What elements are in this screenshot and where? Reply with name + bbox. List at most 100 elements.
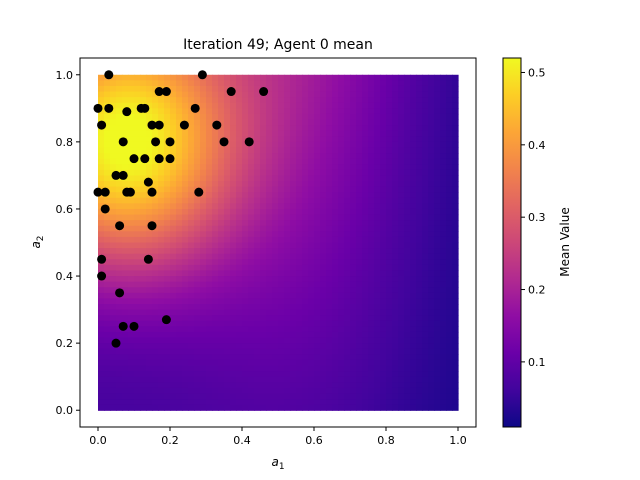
heatmap-cell — [278, 270, 285, 277]
heatmap-cell — [152, 181, 159, 188]
heatmap-cell — [272, 164, 279, 171]
heatmap-cell — [200, 80, 207, 87]
heatmap-cell — [158, 130, 165, 137]
heatmap-cell — [284, 85, 291, 93]
heatmap-cell — [362, 387, 369, 395]
heatmap-cell — [116, 399, 123, 406]
heatmap-cell — [386, 74, 393, 81]
heatmap-cell — [386, 80, 393, 87]
heatmap-cell — [392, 136, 399, 143]
heatmap-cell — [212, 309, 219, 316]
heatmap-cell — [110, 147, 117, 154]
heatmap-cell — [416, 242, 423, 249]
heatmap-cell — [356, 304, 363, 311]
heatmap-cell — [290, 259, 297, 266]
heatmap-cell — [278, 74, 285, 81]
heatmap-cell — [152, 242, 159, 249]
heatmap-cell — [266, 175, 273, 182]
heatmap-cell — [434, 113, 441, 121]
heatmap-cell — [386, 119, 393, 126]
heatmap-cell — [362, 382, 369, 389]
heatmap-cell — [308, 102, 315, 109]
heatmap-cell — [440, 74, 447, 81]
heatmap-cell — [374, 376, 381, 383]
heatmap-cell — [434, 186, 441, 193]
heatmap-cell — [422, 259, 429, 266]
heatmap-cell — [290, 231, 297, 238]
heatmap-cell — [140, 236, 147, 244]
heatmap-cell — [368, 74, 375, 81]
heatmap-cell — [344, 186, 351, 193]
heatmap-cell — [290, 225, 297, 232]
heatmap-cell — [194, 85, 201, 93]
heatmap-cell — [266, 315, 273, 322]
heatmap-cell — [290, 141, 297, 149]
scatter-point — [111, 170, 121, 180]
heatmap-cell — [134, 80, 141, 87]
heatmap-cell — [278, 248, 285, 255]
heatmap-cell — [248, 298, 255, 305]
heatmap-cell — [356, 220, 363, 227]
heatmap-cell — [254, 214, 261, 221]
heatmap-cell — [194, 125, 201, 132]
heatmap-cell — [272, 236, 279, 244]
heatmap-cell — [242, 309, 249, 316]
heatmap-cell — [200, 136, 207, 143]
heatmap-cell — [452, 147, 459, 154]
heatmap-cell — [296, 220, 303, 227]
heatmap-cell — [176, 320, 183, 327]
heatmap-cell — [290, 153, 297, 160]
heatmap-cell — [434, 326, 441, 333]
heatmap-cell — [104, 298, 111, 305]
heatmap-cell — [440, 359, 447, 367]
heatmap-cell — [440, 214, 447, 221]
heatmap-cell — [230, 320, 237, 327]
heatmap-cell — [314, 264, 321, 272]
x-axis-label-subscript: 1 — [279, 462, 285, 472]
heatmap-cell — [374, 348, 381, 355]
heatmap-cell — [374, 136, 381, 143]
heatmap-cell — [404, 315, 411, 322]
heatmap-cell — [404, 169, 411, 177]
heatmap-cell — [302, 359, 309, 367]
heatmap-cell — [218, 337, 225, 344]
heatmap-cell — [236, 119, 243, 126]
heatmap-cell — [392, 348, 399, 355]
heatmap-cell — [194, 264, 201, 272]
heatmap-cell — [218, 203, 225, 210]
heatmap-cell — [158, 141, 165, 149]
heatmap-cell — [428, 248, 435, 255]
heatmap-cell — [320, 214, 327, 221]
heatmap-cell — [446, 354, 453, 361]
heatmap-cell — [194, 130, 201, 137]
heatmap-cell — [254, 343, 261, 350]
heatmap-cell — [122, 343, 129, 350]
heatmap-cell — [140, 80, 147, 87]
heatmap-cell — [134, 113, 141, 121]
heatmap-cell — [440, 354, 447, 361]
heatmap-cell — [434, 404, 441, 411]
heatmap-cell — [374, 130, 381, 137]
heatmap-cell — [164, 192, 171, 199]
heatmap-cell — [236, 253, 243, 260]
scatter-point — [125, 187, 135, 197]
heatmap-cell — [410, 175, 417, 182]
heatmap-cell — [386, 320, 393, 327]
heatmap-cell — [212, 298, 219, 305]
heatmap-cell — [170, 231, 177, 238]
heatmap-cell — [242, 147, 249, 154]
heatmap-cell — [188, 181, 195, 188]
heatmap-cell — [134, 331, 141, 339]
heatmap-cell — [434, 102, 441, 109]
heatmap-cell — [350, 354, 357, 361]
heatmap-cell — [230, 113, 237, 121]
heatmap-cell — [206, 74, 213, 81]
heatmap-cell — [428, 376, 435, 383]
heatmap-cell — [158, 108, 165, 115]
heatmap-cell — [254, 399, 261, 406]
heatmap-cell — [386, 158, 393, 165]
heatmap-cell — [368, 387, 375, 395]
heatmap-cell — [152, 326, 159, 333]
heatmap-cell — [248, 276, 255, 283]
heatmap-cell — [422, 113, 429, 121]
